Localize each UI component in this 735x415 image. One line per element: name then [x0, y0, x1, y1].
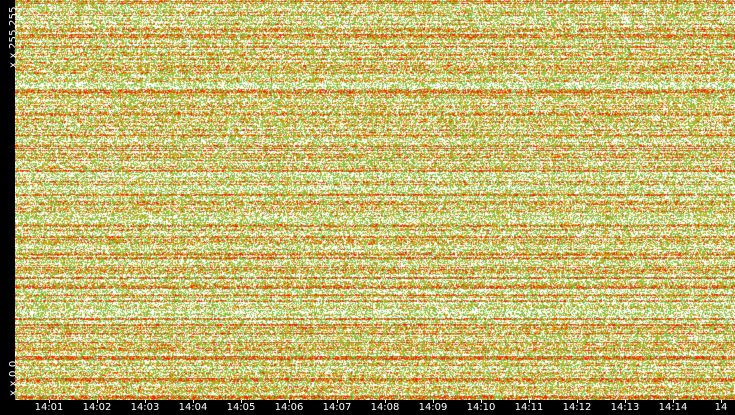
- x-tick: [193, 400, 194, 403]
- x-tick: [97, 400, 98, 403]
- x-tick: [625, 400, 626, 403]
- x-tick: [385, 400, 386, 403]
- heatmap-canvas[interactable]: [15, 0, 735, 400]
- x-tick-label: 14:05: [226, 402, 256, 413]
- x-tick: [49, 400, 50, 403]
- x-tick-label: 14:12: [562, 402, 592, 413]
- x-tick: [673, 400, 674, 403]
- x-tick-label: 14: [714, 402, 728, 413]
- x-axis: 14:01 14:02 14:03 14:04 14:05 14:06 14:07 14:08…: [15, 400, 735, 415]
- x-tick-label: 14:10: [466, 402, 496, 413]
- x-tick-label: 14:03: [130, 402, 160, 413]
- x-tick-label: 14:09: [418, 402, 448, 413]
- x-tick: [529, 400, 530, 403]
- x-tick-label: 14:13: [610, 402, 640, 413]
- x-tick: [481, 400, 482, 403]
- x-tick-label: 14:07: [322, 402, 352, 413]
- x-tick-label: 14:01: [34, 402, 64, 413]
- x-tick: [145, 400, 146, 403]
- x-tick: [433, 400, 434, 403]
- x-tick: [577, 400, 578, 403]
- y-axis: x.x.255.255 x.x.0.0: [0, 0, 19, 400]
- x-tick: [337, 400, 338, 403]
- x-tick: [289, 400, 290, 403]
- x-tick: [721, 400, 722, 403]
- x-tick-label: 14:06: [274, 402, 304, 413]
- x-tick-label: 14:08: [370, 402, 400, 413]
- x-tick-label: 14:11: [514, 402, 544, 413]
- x-tick: [241, 400, 242, 403]
- x-tick-label: 14:02: [82, 402, 112, 413]
- x-tick-label: 14:14: [658, 402, 688, 413]
- x-tick-label: 14:04: [178, 402, 208, 413]
